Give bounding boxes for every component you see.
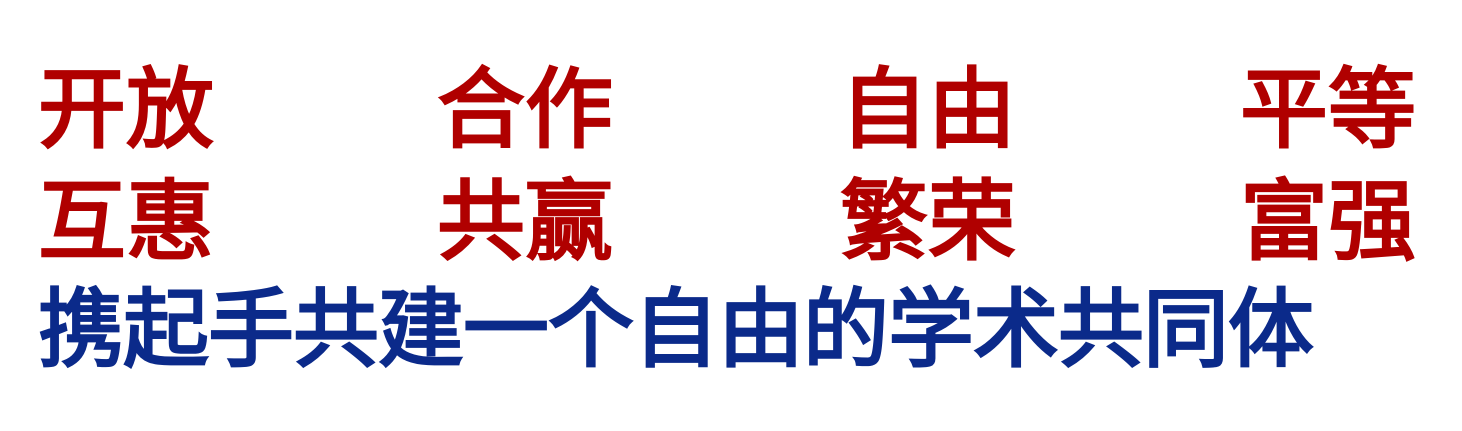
- values-row-1: 开放 合作 自由 平等: [0, 60, 1462, 160]
- value-word-freedom: 自由: [840, 58, 1017, 161]
- values-row-2: 互惠 共赢 繁荣 富强: [0, 172, 1462, 272]
- value-word-cooperation: 合作: [437, 58, 614, 161]
- value-word-prosperity: 繁荣: [840, 170, 1017, 273]
- slogan-text: 携起手共建一个自由的学术共同体: [38, 280, 1314, 380]
- value-word-openness: 开放: [38, 58, 215, 161]
- value-word-equality: 平等: [1240, 58, 1417, 161]
- value-word-strength: 富强: [1240, 170, 1417, 273]
- value-word-win-win: 共赢: [437, 170, 614, 273]
- value-word-reciprocity: 互惠: [38, 170, 215, 273]
